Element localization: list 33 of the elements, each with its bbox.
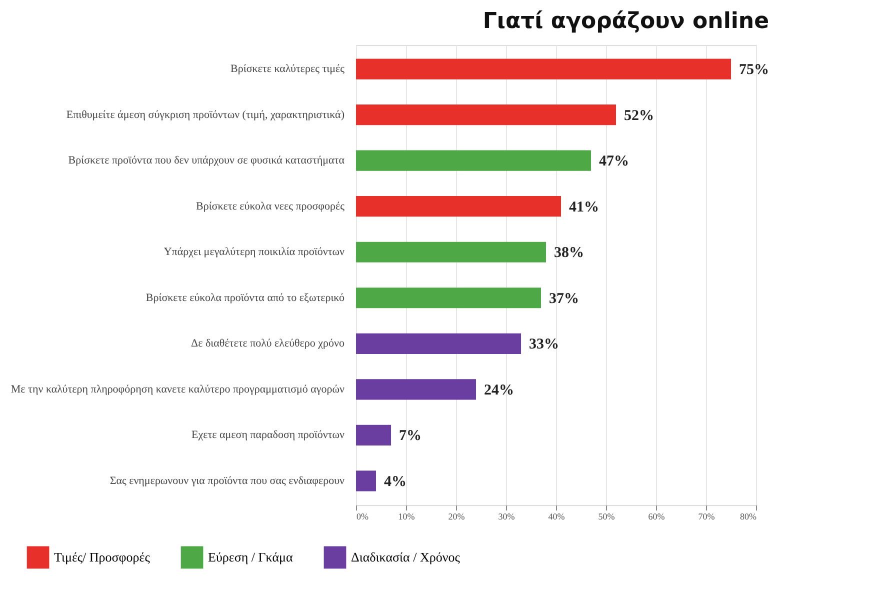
x-tick-label: 10% xyxy=(398,512,416,522)
y-tick-label: Σας ενημερωνουν για προϊόντα που σας ενδιαφερουν xyxy=(110,474,345,487)
data-label: 41% xyxy=(569,199,599,216)
data-label: 4% xyxy=(384,474,406,490)
legend-label: Τιμές/ Προσφορές xyxy=(54,549,151,564)
y-tick-label: Εχετε αμεση παραδοση προϊόντων xyxy=(191,429,345,442)
y-tick-label: Βρίσκετε προϊόντα που δεν υπάρχουν σε φυσικά καταστήματα xyxy=(68,154,345,167)
data-label: 7% xyxy=(399,428,422,444)
x-tick-label: 20% xyxy=(448,512,466,522)
y-tick-label: Βρίσκετε καλύτερες τιμές xyxy=(230,63,346,76)
data-label: 24% xyxy=(484,382,514,398)
data-label: 47% xyxy=(599,154,629,170)
y-tick-label: Με την καλύτερη πληροφόρηση κανετε καλύτερο προγραμματισμό αγορών xyxy=(10,383,345,396)
y-tick-label: Υπάρχει μεγαλύτερη ποικιλία προϊόντων xyxy=(164,246,345,258)
legend-label: Διαδικασία / Χρόνος xyxy=(351,549,461,564)
y-tick-label: Δε διαθέτετε πολύ ελεύθερο χρόνο xyxy=(191,338,345,350)
data-label: 38% xyxy=(554,245,584,262)
data-label: 37% xyxy=(549,290,579,307)
x-tick-label: 30% xyxy=(498,512,516,522)
x-tick-label: 60% xyxy=(648,512,666,522)
x-tick-label: 40% xyxy=(548,512,566,522)
data-label: 33% xyxy=(529,336,559,353)
data-label: 75% xyxy=(739,62,769,78)
chart-title: Γιατί αγοράζουν online xyxy=(482,9,769,34)
x-tick-label: 70% xyxy=(698,512,716,522)
y-tick-label: Επιθυμείτε άμεση σύγκριση προϊόντων (τιμή, χαρακτηριστικά) xyxy=(66,108,345,121)
y-tick-label: Βρίσκετε εύκολα νεες προσφορές xyxy=(196,200,346,212)
data-label: 52% xyxy=(624,108,654,124)
x-tick-label: 0% xyxy=(356,512,369,522)
legend-label: Εύρεση / Γκάμα xyxy=(208,549,293,564)
y-tick-label: Βρίσκετε εύκολα προϊόντα από το εξωτερικό xyxy=(146,292,345,304)
x-tick-label: 80% xyxy=(740,512,757,522)
x-tick-label: 50% xyxy=(598,512,616,522)
